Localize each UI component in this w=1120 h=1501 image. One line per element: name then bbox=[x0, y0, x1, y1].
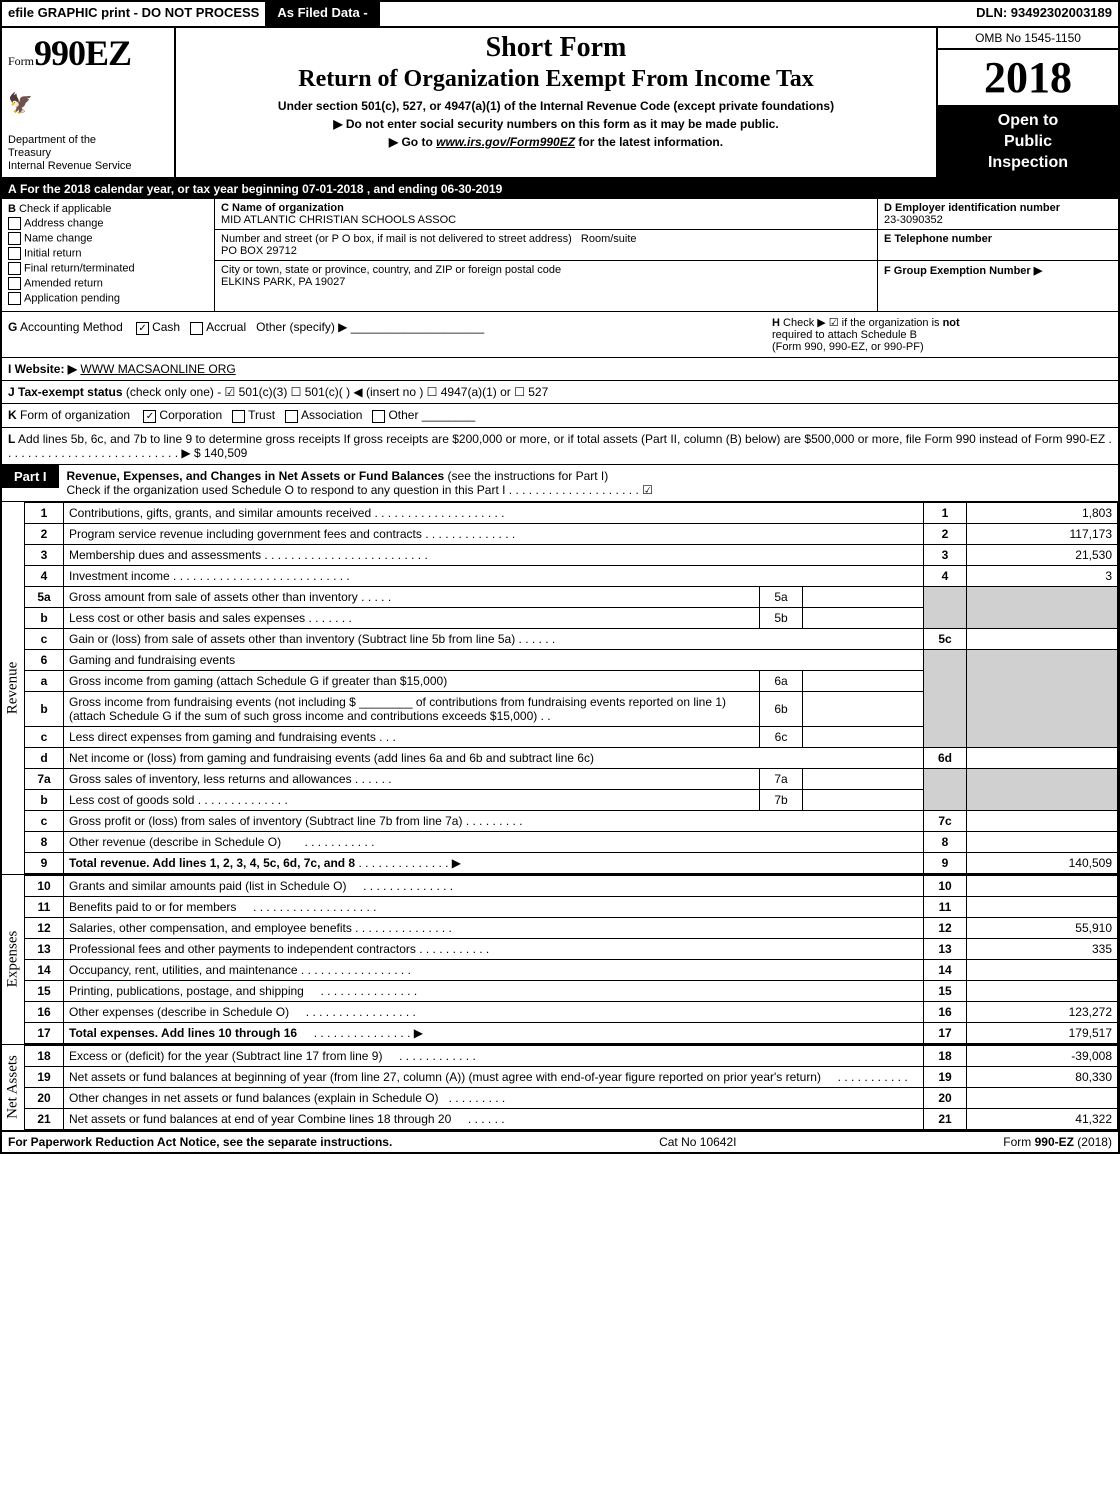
tax-year: 2018 bbox=[938, 50, 1118, 107]
irs-eagle-icon: 🦅 bbox=[8, 91, 168, 116]
line-9: 9Total revenue. Add lines 1, 2, 3, 4, 5c… bbox=[25, 852, 1118, 873]
line-14: 14Occupancy, rent, utilities, and mainte… bbox=[25, 959, 1118, 980]
row-bcd: B Check if applicable Address change Nam… bbox=[2, 199, 1118, 312]
gross-receipts-amount: $ 140,509 bbox=[194, 446, 247, 460]
as-filed-label: As Filed Data - bbox=[267, 2, 379, 26]
open-to-public: Open to Public Inspection bbox=[938, 107, 1118, 177]
row-i-website: I Website: ▶ WWW MACSAONLINE ORG bbox=[2, 358, 1118, 381]
net-assets-side-label: Net Assets bbox=[2, 1045, 25, 1130]
line-5a: 5aGross amount from sale of assets other… bbox=[25, 586, 1118, 607]
row-k-form-of-org: K Form of organization ✓Corporation Trus… bbox=[2, 404, 1118, 427]
chk-amended-return[interactable]: Amended return bbox=[8, 277, 208, 290]
efile-notice: efile GRAPHIC print - DO NOT PROCESS bbox=[2, 2, 267, 26]
net-assets-section: Net Assets 18Excess or (deficit) for the… bbox=[2, 1045, 1118, 1132]
revenue-table: 1Contributions, gifts, grants, and simil… bbox=[25, 502, 1118, 874]
line-17: 17Total expenses. Add lines 10 through 1… bbox=[25, 1022, 1118, 1043]
row-j-tax-status: J Tax-exempt status (check only one) - ☑… bbox=[2, 381, 1118, 404]
short-form-title: Short Form bbox=[184, 32, 928, 64]
chk-initial-return[interactable]: Initial return bbox=[8, 247, 208, 260]
line-16: 16Other expenses (describe in Schedule O… bbox=[25, 1001, 1118, 1022]
expenses-side-label: Expenses bbox=[2, 875, 25, 1044]
line-18: 18Excess or (deficit) for the year (Subt… bbox=[25, 1045, 1118, 1066]
footer-cat-no: Cat No 10642I bbox=[659, 1135, 736, 1149]
footer-form-ref: Form 990-EZ (2018) bbox=[1003, 1135, 1112, 1149]
line-20: 20Other changes in net assets or fund ba… bbox=[25, 1087, 1118, 1108]
part-1-header: Part I Revenue, Expenses, and Changes in… bbox=[2, 465, 1118, 502]
revenue-side-label: Revenue bbox=[2, 502, 25, 874]
chk-name-change[interactable]: Name change bbox=[8, 232, 208, 245]
chk-final-return[interactable]: Final return/terminated bbox=[8, 262, 208, 275]
line-10: 10Grants and similar amounts paid (list … bbox=[25, 875, 1118, 896]
line-11: 11Benefits paid to or for members . . . … bbox=[25, 896, 1118, 917]
form-number-block: Form990EZ bbox=[8, 32, 168, 74]
line-8: 8Other revenue (describe in Schedule O) … bbox=[25, 831, 1118, 852]
line-13: 13Professional fees and other payments t… bbox=[25, 938, 1118, 959]
header-left: Form990EZ 🦅 Department of the Treasury I… bbox=[2, 28, 176, 177]
chk-address-change[interactable]: Address change bbox=[8, 217, 208, 230]
line-19: 19Net assets or fund balances at beginni… bbox=[25, 1066, 1118, 1087]
section-b: B Check if applicable Address change Nam… bbox=[2, 199, 215, 311]
page-footer: For Paperwork Reduction Act Notice, see … bbox=[2, 1132, 1118, 1152]
section-def: D Employer identification number 23-3090… bbox=[877, 199, 1118, 311]
row-a-period: A For the 2018 calendar year, or tax yea… bbox=[2, 179, 1118, 199]
omb-number: OMB No 1545-1150 bbox=[938, 28, 1118, 50]
form-subtitle-2: ▶ Do not enter social security numbers o… bbox=[184, 117, 928, 131]
line-5c: cGain or (loss) from sale of assets othe… bbox=[25, 628, 1118, 649]
section-h: H Check ▶ ☑ if the organization is not r… bbox=[766, 312, 1118, 357]
footer-left: For Paperwork Reduction Act Notice, see … bbox=[8, 1135, 392, 1149]
chk-corporation[interactable]: ✓ bbox=[143, 410, 156, 423]
website-value[interactable]: WWW MACSAONLINE ORG bbox=[80, 362, 235, 376]
department-label: Department of the Treasury Internal Reve… bbox=[8, 134, 168, 174]
line-7a: 7aGross sales of inventory, less returns… bbox=[25, 768, 1118, 789]
chk-other[interactable] bbox=[372, 410, 385, 423]
chk-cash[interactable]: ✓ bbox=[136, 322, 149, 335]
irs-link[interactable]: www.irs.gov/Form990EZ bbox=[436, 135, 575, 149]
line-21: 21Net assets or fund balances at end of … bbox=[25, 1108, 1118, 1129]
org-city: ELKINS PARK, PA 19027 bbox=[221, 276, 345, 288]
org-name: MID ATLANTIC CHRISTIAN SCHOOLS ASSOC bbox=[221, 214, 456, 226]
top-bar: efile GRAPHIC print - DO NOT PROCESS As … bbox=[2, 2, 1118, 28]
form-header: Form990EZ 🦅 Department of the Treasury I… bbox=[2, 28, 1118, 179]
net-assets-table: 18Excess or (deficit) for the year (Subt… bbox=[25, 1045, 1118, 1130]
form-title: Return of Organization Exempt From Incom… bbox=[184, 66, 928, 93]
ein-value: 23-3090352 bbox=[884, 214, 943, 226]
revenue-section: Revenue 1Contributions, gifts, grants, a… bbox=[2, 502, 1118, 875]
chk-application-pending[interactable]: Application pending bbox=[8, 292, 208, 305]
line-6: 6Gaming and fundraising events bbox=[25, 649, 1118, 670]
chk-trust[interactable] bbox=[232, 410, 245, 423]
form-subtitle-3: ▶ Go to www.irs.gov/Form990EZ for the la… bbox=[184, 135, 928, 149]
form-subtitle-1: Under section 501(c), 527, or 4947(a)(1)… bbox=[184, 99, 928, 113]
line-6d: dNet income or (loss) from gaming and fu… bbox=[25, 747, 1118, 768]
line-12: 12Salaries, other compensation, and empl… bbox=[25, 917, 1118, 938]
header-right: OMB No 1545-1150 2018 Open to Public Ins… bbox=[936, 28, 1118, 177]
expenses-section: Expenses 10Grants and similar amounts pa… bbox=[2, 875, 1118, 1045]
line-7c: cGross profit or (loss) from sales of in… bbox=[25, 810, 1118, 831]
line-1: 1Contributions, gifts, grants, and simil… bbox=[25, 502, 1118, 523]
header-middle: Short Form Return of Organization Exempt… bbox=[176, 28, 936, 177]
line-3: 3Membership dues and assessments . . . .… bbox=[25, 544, 1118, 565]
chk-accrual[interactable] bbox=[190, 322, 203, 335]
chk-association[interactable] bbox=[285, 410, 298, 423]
org-address: PO BOX 29712 bbox=[221, 245, 297, 257]
form-990ez-page: efile GRAPHIC print - DO NOT PROCESS As … bbox=[0, 0, 1120, 1154]
section-c: C Name of organization MID ATLANTIC CHRI… bbox=[215, 199, 877, 311]
row-gh: G Accounting Method ✓Cash Accrual Other … bbox=[2, 312, 1118, 358]
line-4: 4Investment income . . . . . . . . . . .… bbox=[25, 565, 1118, 586]
line-15: 15Printing, publications, postage, and s… bbox=[25, 980, 1118, 1001]
expenses-table: 10Grants and similar amounts paid (list … bbox=[25, 875, 1118, 1044]
line-2: 2Program service revenue including gover… bbox=[25, 523, 1118, 544]
dln-number: DLN: 93492302003189 bbox=[970, 2, 1118, 26]
row-l-gross-receipts: L Add lines 5b, 6c, and 7b to line 9 to … bbox=[2, 428, 1118, 465]
